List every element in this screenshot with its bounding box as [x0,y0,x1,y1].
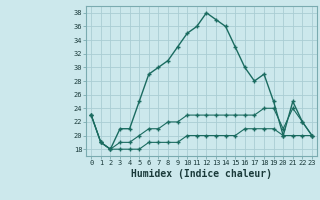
X-axis label: Humidex (Indice chaleur): Humidex (Indice chaleur) [131,169,272,179]
